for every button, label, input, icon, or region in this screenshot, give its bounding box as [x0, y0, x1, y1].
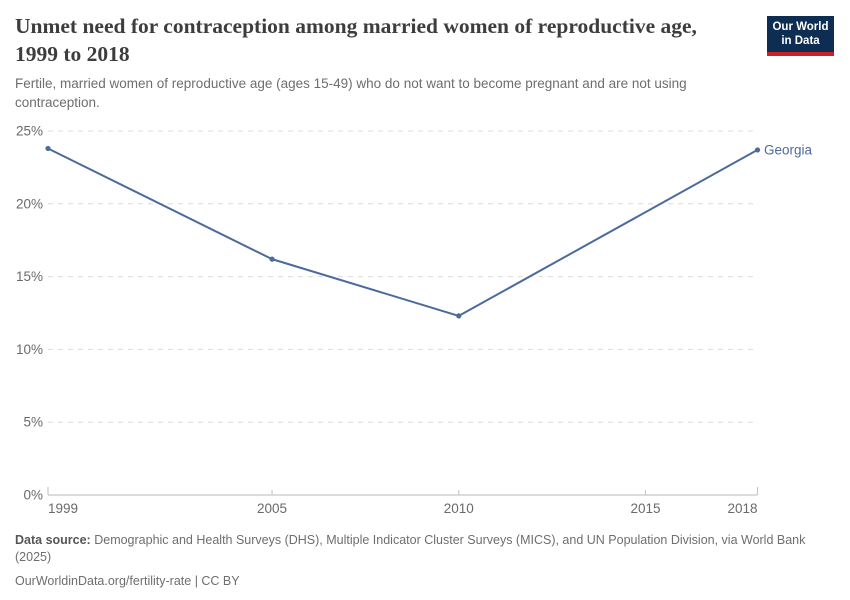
x-axis-tick-label: 1999: [48, 501, 78, 516]
y-axis-tick-label: 20%: [16, 196, 43, 211]
page-title: Unmet need for contraception among marri…: [15, 14, 697, 66]
y-axis-tick-label: 10%: [16, 342, 43, 357]
y-axis-tick-label: 25%: [16, 124, 43, 139]
series-label[interactable]: Georgia: [764, 142, 813, 157]
x-axis-tick-label: 2015: [630, 501, 660, 516]
data-point[interactable]: [456, 313, 462, 319]
y-axis-tick-label: 5%: [23, 415, 43, 430]
chart-subtitle: Fertile, married women of reproductive a…: [15, 76, 687, 110]
data-point[interactable]: [754, 147, 761, 153]
data-source-text: Demographic and Health Surveys (DHS), Mu…: [15, 533, 806, 564]
owid-logo-line1: Our World: [772, 21, 829, 33]
data-point[interactable]: [269, 256, 275, 262]
chart-footer: Data source: Demographic and Health Surv…: [15, 532, 810, 590]
owid-logo[interactable]: Our World in Data: [767, 16, 834, 56]
license-link[interactable]: OurWorldinData.org/fertility-rate | CC B…: [15, 574, 240, 588]
y-axis-tick-label: 0%: [23, 488, 43, 503]
line-chart: 0% 5% 10% 15% 20% 25% 1999 2005 2010 2015 2018 Geor…: [16, 124, 813, 517]
x-axis-tick-label: 2010: [444, 501, 474, 516]
data-source-line: Data source: Demographic and Health Surv…: [15, 532, 810, 566]
data-point[interactable]: [45, 145, 51, 152]
x-axis-tick-label: 2005: [257, 501, 287, 516]
owid-logo-line2: in Data: [781, 34, 820, 47]
y-axis-tick-label: 15%: [16, 269, 43, 284]
data-source-label: Data source:: [15, 533, 91, 547]
data-line[interactable]: [47, 147, 759, 317]
x-axis-tick-label: 2018: [727, 501, 757, 516]
